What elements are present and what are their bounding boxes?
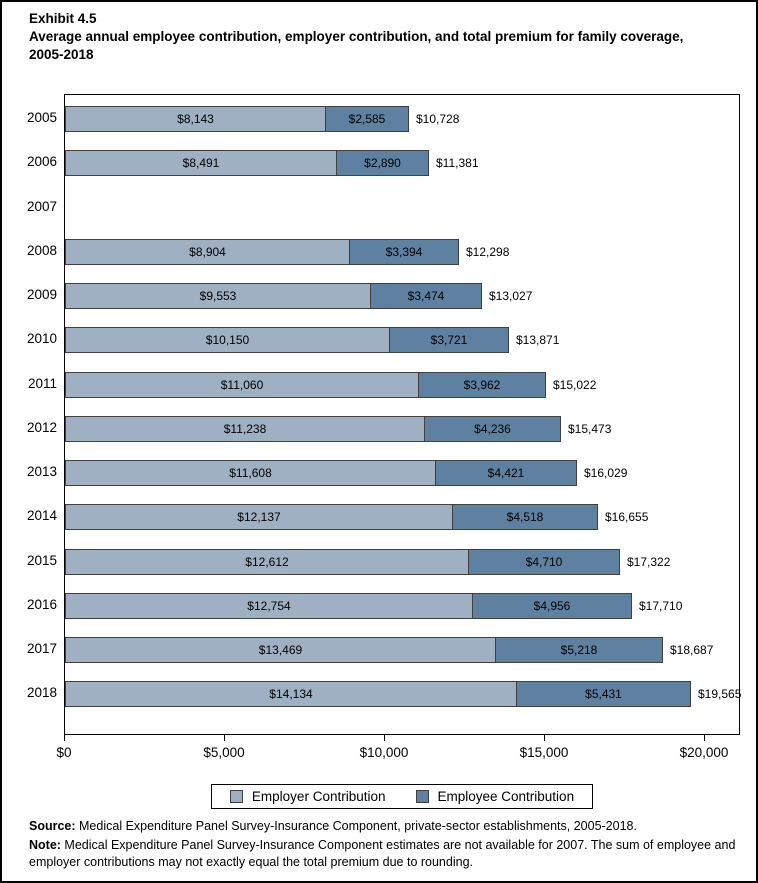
year-label: 2009 xyxy=(26,287,57,302)
bar-row: $11,060 $3,962 $15,022 xyxy=(65,371,666,398)
bar-segment-employer: $8,904 xyxy=(65,238,350,265)
bar-segment-employer: $12,754 xyxy=(65,592,473,619)
axis-tick-mark xyxy=(384,735,385,741)
bar-segment-employer: $14,134 xyxy=(65,681,517,708)
total-label: $11,381 xyxy=(436,156,479,171)
bar-segment-employer: $11,238 xyxy=(65,415,425,442)
bar-segment-employee: $2,585 xyxy=(325,106,409,132)
year-label: 2010 xyxy=(26,331,57,347)
year-label: 2008 xyxy=(26,242,57,258)
total-label: $18,687 xyxy=(670,643,714,657)
year-label: 2016 xyxy=(26,596,57,612)
exhibit-number: Exhibit 4.5 xyxy=(29,11,97,26)
plot-area: $8,143 $2,585 $10,728 $8,491 $2,890 $11,381 $8… xyxy=(64,94,741,735)
bar-segment-employee: $5,431 xyxy=(516,681,691,708)
axis-tick-label: $0 xyxy=(56,745,72,760)
legend-label-employer: Employer Contribution xyxy=(251,789,386,804)
bar-row: $12,612 $4,710 $17,322 xyxy=(65,548,740,575)
bar-segment-employee: $3,474 xyxy=(370,283,482,309)
bar-segment-employee: $3,962 xyxy=(418,371,546,398)
total-label: $16,029 xyxy=(584,466,628,480)
bar-row: $12,754 $4,956 $17,710 xyxy=(65,592,752,619)
axis-tick-mark xyxy=(704,735,705,741)
total-label: $16,655 xyxy=(605,510,649,525)
bar-segment-employer: $12,137 xyxy=(65,504,453,531)
axis-tick-label: $20,000 xyxy=(679,745,729,760)
year-label: 2017 xyxy=(26,641,57,656)
year-label: 2011 xyxy=(27,375,57,391)
bar-row: $14,134 $5,431 $19,565 xyxy=(65,681,756,708)
bar-row: $8,143 $2,585 $10,728 xyxy=(65,106,529,132)
employee-swatch-icon xyxy=(415,790,429,803)
bar-segment-employee: $4,956 xyxy=(472,592,632,619)
year-label: 2014 xyxy=(26,508,57,524)
bar-segment-employer: $12,612 xyxy=(65,548,469,575)
year-label: 2006 xyxy=(26,154,57,170)
bar-row: $12,137 $4,518 $16,655 xyxy=(65,504,718,531)
axis-tick-label: $5,000 xyxy=(203,745,245,760)
axis-tick-mark xyxy=(224,735,225,741)
axis-tick-label: $15,000 xyxy=(519,745,569,760)
legend-label-employee: Employee Contribution xyxy=(437,789,575,804)
year-label: 2007 xyxy=(26,198,57,214)
bar-segment-employer: $11,060 xyxy=(65,371,419,398)
rounding-note: Note: Medical Expenditure Panel Survey-I… xyxy=(29,837,743,871)
bar-segment-employee: $4,518 xyxy=(452,504,598,531)
bar-segment-employee: $4,710 xyxy=(468,548,620,575)
bar-row: $10,150 $3,721 $13,871 xyxy=(65,327,629,354)
legend-item-employee: Employee Contribution xyxy=(415,789,575,804)
total-label: $15,473 xyxy=(568,421,612,436)
total-label: $13,027 xyxy=(489,289,533,303)
title-block: Exhibit 4.5 Average annual employee cont… xyxy=(29,10,705,64)
note-text: Medical Expenditure Panel Survey-Insuran… xyxy=(29,838,736,869)
axis-tick-mark xyxy=(544,735,545,741)
year-label: 2015 xyxy=(26,552,57,568)
source-text: Medical Expenditure Panel Survey-Insuran… xyxy=(75,819,637,833)
employer-swatch-icon xyxy=(229,790,243,803)
bar-row: $8,904 $3,394 $12,298 xyxy=(65,238,579,265)
year-label: 2013 xyxy=(26,464,57,479)
total-label: $10,728 xyxy=(416,112,460,126)
axis-tick-mark xyxy=(64,735,65,741)
bar-row: $11,238 $4,236 $15,473 xyxy=(65,415,681,442)
bar-segment-employer: $8,143 xyxy=(65,106,326,132)
bar-segment-employee: $3,721 xyxy=(389,327,509,354)
bar-segment-employee: $4,421 xyxy=(435,460,577,486)
bar-row: $11,608 $4,421 $16,029 xyxy=(65,460,697,486)
bar-row: $9,553 $3,474 $13,027 xyxy=(65,283,602,309)
year-label: 2018 xyxy=(26,685,57,701)
bar-segment-employer: $8,491 xyxy=(65,150,337,177)
bar-segment-employee: $5,218 xyxy=(495,637,663,663)
bar-segment-employee: $4,236 xyxy=(424,415,561,442)
source-label: Source: xyxy=(29,819,76,833)
bar-segment-employer: $10,150 xyxy=(65,327,390,354)
chart-title: Average annual employee contribution, em… xyxy=(29,29,684,62)
total-label: $17,710 xyxy=(639,598,683,613)
year-label: 2012 xyxy=(26,419,57,435)
bar-segment-employer: $13,469 xyxy=(65,637,496,663)
bar-row: $13,469 $5,218 $18,687 xyxy=(65,637,756,663)
note-label: Note: xyxy=(29,838,61,852)
legend-item-employer: Employer Contribution xyxy=(229,789,386,804)
total-label: $15,022 xyxy=(553,377,597,392)
axis-tick-label: $10,000 xyxy=(359,745,409,760)
bar-segment-employee: $2,890 xyxy=(336,150,429,177)
legend: Employer Contribution Employee Contribut… xyxy=(211,784,593,809)
bar-row: $8,491 $2,890 $11,381 xyxy=(65,150,549,177)
total-label: $19,565 xyxy=(698,687,742,702)
total-label: $17,322 xyxy=(627,554,671,569)
total-label: $13,871 xyxy=(516,333,560,348)
year-label: 2005 xyxy=(26,110,57,125)
footnotes: Source: Medical Expenditure Panel Survey… xyxy=(29,818,743,871)
bar-segment-employer: $9,553 xyxy=(65,283,371,309)
source-note: Source: Medical Expenditure Panel Survey… xyxy=(29,818,743,835)
total-label: $12,298 xyxy=(466,244,510,259)
bar-segment-employee: $3,394 xyxy=(349,238,459,265)
bar-segment-employer: $11,608 xyxy=(65,460,436,486)
